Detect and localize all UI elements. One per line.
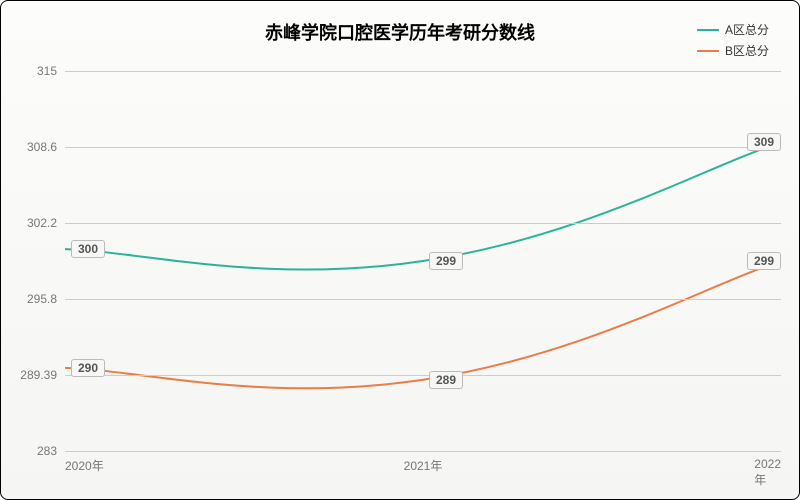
grid-line [65,71,781,72]
legend-item-b: B区总分 [697,42,769,59]
data-label: 299 [429,252,463,270]
y-tick-label: 289.39 [20,368,65,382]
series-b-line [65,261,781,388]
y-tick-label: 295.8 [27,292,65,306]
grid-line [65,299,781,300]
grid-line [65,223,781,224]
data-label: 309 [747,133,781,151]
grid-line [65,375,781,376]
chart-title: 赤峰学院口腔医学历年考研分数线 [265,19,535,45]
series-a-line [65,142,781,269]
plot-area: 283289.39295.8302.2308.63152020年2021年202… [65,71,781,451]
chart-container: 赤峰学院口腔医学历年考研分数线 A区总分 B区总分 283289.39295.8… [0,0,800,500]
data-label: 300 [71,240,105,258]
legend-item-a: A区总分 [697,21,769,38]
legend: A区总分 B区总分 [697,21,769,63]
y-tick-label: 302.2 [27,216,65,230]
data-label: 289 [429,371,463,389]
legend-swatch-b [697,50,719,52]
y-tick-label: 283 [37,444,65,458]
chart-svg [65,71,781,451]
legend-label-a: A区总分 [725,21,769,38]
legend-swatch-a [697,29,719,31]
legend-label-b: B区总分 [725,42,769,59]
data-label: 299 [747,252,781,270]
data-label: 290 [71,359,105,377]
y-tick-label: 315 [37,64,65,78]
x-tick-label: 2020年 [65,451,104,474]
x-tick-label: 2022年 [754,451,781,488]
y-tick-label: 308.6 [27,140,65,154]
grid-line [65,147,781,148]
x-tick-label: 2021年 [404,451,443,474]
